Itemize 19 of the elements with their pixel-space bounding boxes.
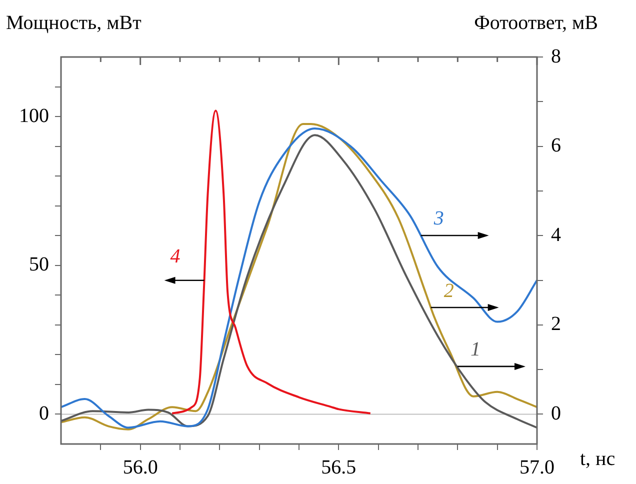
x-axis-title: t, нс: [580, 448, 616, 471]
y2-tick-label: 6: [551, 134, 561, 157]
x-tick-label: 56.0: [122, 456, 158, 478]
series-label: 3: [432, 208, 444, 230]
series-label: 2: [444, 280, 454, 302]
series-label: 4: [170, 246, 180, 268]
series-label: 1: [470, 338, 481, 361]
y2-axis-title: Фотоответ, мВ: [474, 12, 598, 35]
y2-tick-label: 0: [551, 402, 561, 424]
x-tick-label: 57.0: [520, 456, 554, 478]
x-tick-label: 56.5: [321, 456, 356, 478]
y-tick-label: 0: [39, 402, 49, 424]
y-tick-label: 100: [19, 104, 49, 127]
y2-tick-label: 2: [551, 313, 561, 336]
y2-tick-label: 8: [551, 45, 561, 68]
y2-tick-label: 4: [551, 224, 561, 246]
y-tick-label: 50: [29, 254, 49, 276]
line-series: [171, 110, 372, 414]
y-axis-title: Мощность, мВт: [6, 12, 142, 35]
